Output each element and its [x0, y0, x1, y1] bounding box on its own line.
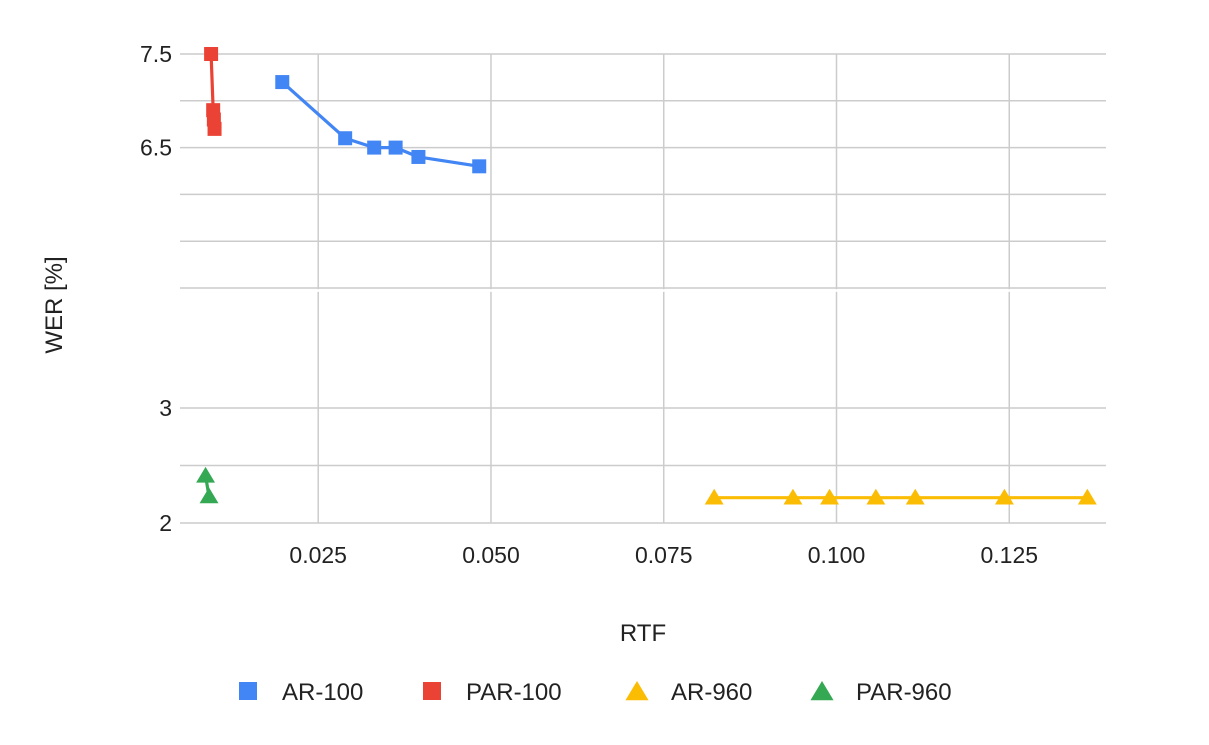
axis-break-gap — [178, 289, 1108, 292]
series-par-100 — [204, 47, 222, 136]
data-point — [905, 488, 925, 505]
gridlines — [180, 53, 1106, 524]
legend-item: PAR-100 — [423, 679, 562, 706]
data-point — [411, 149, 426, 164]
data-point — [994, 488, 1014, 505]
legend-swatch — [423, 682, 441, 700]
data-point — [820, 488, 840, 505]
series — [196, 47, 1097, 505]
data-point — [704, 488, 724, 505]
x-tick-labels: 0.025 0.050 0.075 0.100 0.125 — [289, 542, 1038, 568]
y-tick-label: 7.5 — [140, 41, 172, 67]
legend-item: PAR-960 — [810, 679, 952, 706]
x-tick-label: 0.050 — [462, 542, 520, 568]
legend-item: AR-960 — [625, 679, 752, 706]
legend-swatch — [810, 681, 834, 701]
legend-label: AR-100 — [282, 679, 363, 706]
data-point — [783, 488, 803, 505]
series-par-960 — [196, 466, 219, 504]
legend-item: AR-100 — [239, 679, 363, 706]
series-ar-100 — [275, 75, 487, 174]
legend-swatch — [239, 682, 257, 700]
data-point — [472, 159, 487, 174]
x-tick-label: 0.125 — [980, 542, 1038, 568]
y-tick-label: 6.5 — [140, 135, 172, 161]
data-point — [196, 466, 216, 483]
legend-label: PAR-100 — [466, 679, 562, 706]
legend-label: PAR-960 — [856, 679, 952, 706]
series-line — [281, 80, 480, 168]
data-point — [275, 75, 290, 90]
y-tick-label: 3 — [159, 395, 172, 421]
legend-label: AR-960 — [671, 679, 752, 706]
data-point — [388, 140, 403, 155]
x-axis-title: RTF — [620, 620, 666, 647]
axis-break — [178, 289, 1108, 292]
data-point — [204, 47, 219, 61]
x-tick-label: 0.075 — [635, 542, 693, 568]
x-tick-label: 0.100 — [808, 542, 866, 568]
data-point — [199, 487, 219, 504]
data-point — [367, 140, 382, 155]
legend: AR-100 PAR-100 AR-960 PAR-960 — [239, 679, 952, 706]
y-tick-labels: 6.5 7.5 2 3 — [140, 41, 172, 536]
data-point — [207, 121, 222, 136]
data-point — [866, 488, 886, 505]
legend-swatch — [625, 681, 649, 701]
data-point — [1077, 488, 1097, 505]
data-point — [338, 131, 353, 146]
y-axis-title: WER [%] — [41, 256, 68, 353]
x-tick-label: 0.025 — [289, 542, 347, 568]
series-ar-960 — [704, 488, 1097, 505]
y-tick-label: 2 — [159, 510, 172, 536]
